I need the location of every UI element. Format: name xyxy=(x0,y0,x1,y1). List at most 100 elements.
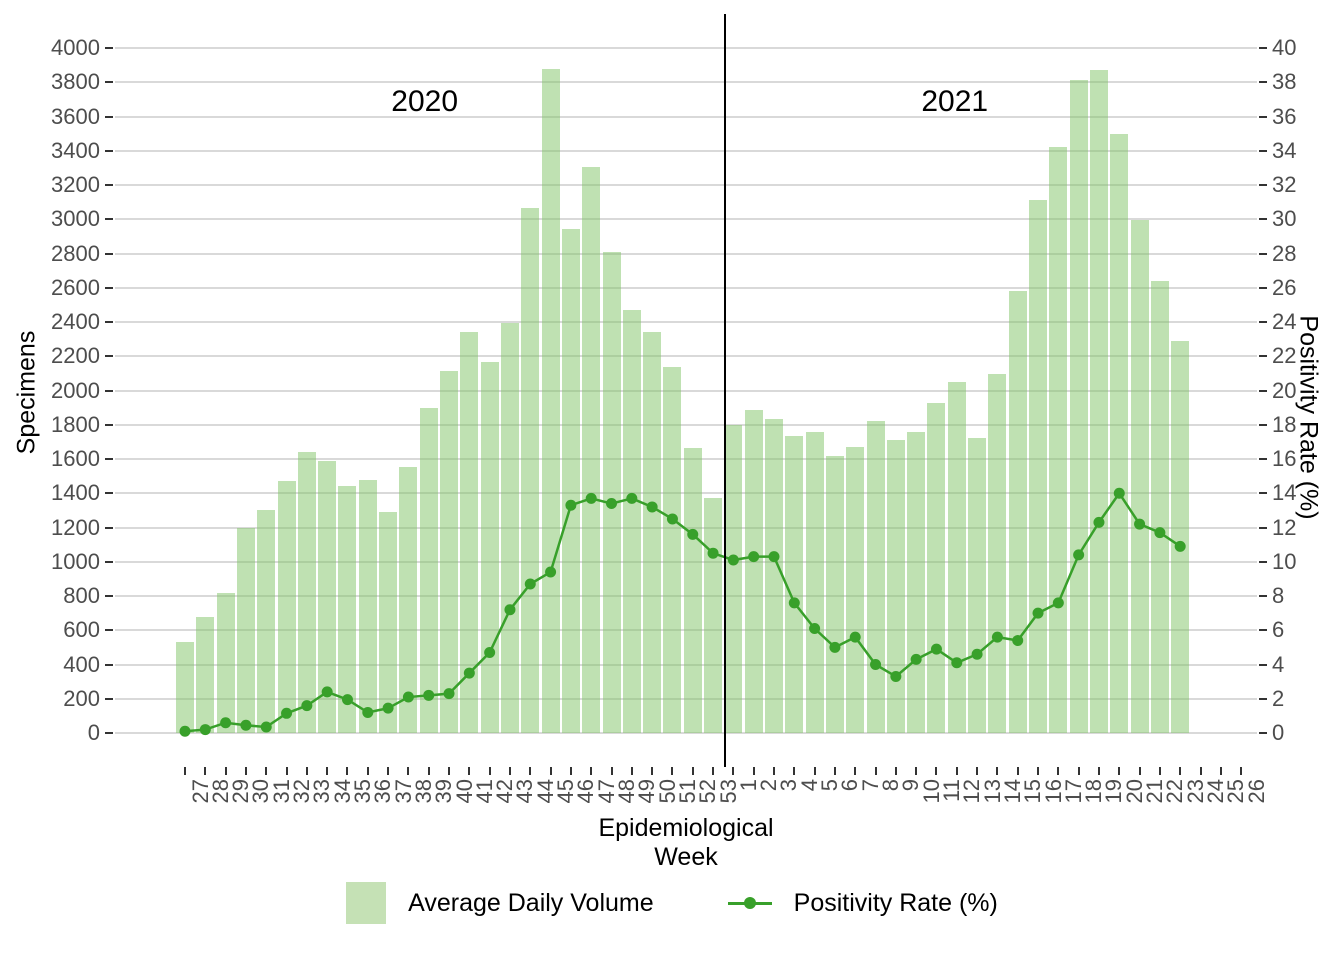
y-axis-tick-right xyxy=(1259,184,1267,186)
y-axis-tick-label-left: 3600 xyxy=(51,103,100,129)
x-axis-tick-label: 25 xyxy=(1223,779,1249,804)
x-axis-tick-label: 23 xyxy=(1182,779,1208,804)
x-axis-tick xyxy=(610,767,613,775)
y-axis-tick-label-left: 1600 xyxy=(51,446,100,471)
y-axis-tick-right xyxy=(1259,492,1267,495)
volume-bar xyxy=(622,310,641,733)
x-axis-tick xyxy=(1037,767,1040,775)
annotation-year-2020: 2020 xyxy=(391,85,459,118)
volume-bar xyxy=(521,208,540,733)
y-axis-tick-left xyxy=(105,492,113,495)
volume-bar xyxy=(724,424,743,733)
volume-bar xyxy=(440,370,459,733)
x-axis-tick xyxy=(752,767,755,775)
y-axis-tick-label-right: 24 xyxy=(1272,309,1297,334)
x-axis-tick-label: 53 xyxy=(715,779,741,804)
y-axis-tick-right xyxy=(1259,286,1267,289)
gridline xyxy=(115,389,1257,392)
annotation-year-2021: 2021 xyxy=(921,85,989,118)
y-axis-tick-left xyxy=(105,595,113,597)
y-axis-tick-left xyxy=(105,321,113,323)
x-axis-tick-label: 45 xyxy=(553,779,579,804)
x-axis-tick xyxy=(184,767,186,775)
x-axis-tick xyxy=(1240,767,1243,775)
volume-bar xyxy=(582,167,601,733)
x-axis-tick-label: 39 xyxy=(431,779,457,804)
y-axis-tick-left xyxy=(105,252,113,255)
y-axis-tick-left xyxy=(105,47,113,49)
gridline xyxy=(115,149,1257,152)
volume-bar xyxy=(196,617,215,733)
x-axis-tick-label: 3 xyxy=(776,779,802,792)
y-axis-tick-label-left: 2800 xyxy=(51,240,100,266)
x-axis-tick xyxy=(590,767,593,775)
x-axis-tick-label: 2 xyxy=(756,779,782,792)
y-axis-tick-label-right: 40 xyxy=(1272,35,1297,60)
x-axis-tick-label: 9 xyxy=(898,779,924,792)
y-axis-tick-left xyxy=(105,184,113,186)
x-axis-tick xyxy=(366,767,369,775)
x-axis-tick xyxy=(651,767,654,775)
x-axis-tick xyxy=(630,767,633,775)
y-axis-tick-left xyxy=(105,115,113,118)
x-axis-tick-label: 15 xyxy=(1020,779,1046,804)
x-axis-tick xyxy=(204,767,207,775)
x-axis-tick xyxy=(671,767,674,775)
y-axis-tick-right xyxy=(1259,629,1267,632)
x-axis-tick xyxy=(1057,767,1060,775)
y-axis-tick-left xyxy=(105,458,113,460)
y-axis-tick-label-right: 6 xyxy=(1272,617,1285,643)
x-axis-tick xyxy=(813,767,816,775)
volume-bar xyxy=(480,362,499,733)
gridline xyxy=(115,252,1257,255)
volume-bar xyxy=(1008,291,1027,733)
x-axis-tick-label: 21 xyxy=(1142,779,1168,804)
y-axis-tick-label-left: 4000 xyxy=(51,35,100,60)
x-axis-tick-label: 11 xyxy=(938,779,964,802)
x-axis-tick xyxy=(1219,767,1222,775)
y-axis-tick-right xyxy=(1259,697,1267,700)
y-axis-tick-label-left: 1400 xyxy=(51,480,100,506)
volume-bar xyxy=(704,497,723,733)
gridline xyxy=(115,732,1257,734)
x-axis-tick xyxy=(569,767,572,775)
volume-bar xyxy=(663,367,682,733)
x-axis-tick xyxy=(915,767,918,775)
y-axis-tick-right xyxy=(1259,355,1267,358)
volume-bar xyxy=(1089,70,1108,733)
y-axis-tick-label-right: 36 xyxy=(1272,103,1297,129)
volume-bar xyxy=(399,466,418,733)
gridline xyxy=(115,218,1257,221)
x-axis-tick-label: 48 xyxy=(614,779,639,804)
x-axis-tick-label: 22 xyxy=(1162,779,1188,804)
y-axis-tick-left xyxy=(105,697,113,700)
x-axis-tick xyxy=(833,767,836,775)
x-axis-tick-label: 36 xyxy=(370,779,396,804)
x-axis-tick xyxy=(285,767,288,775)
x-axis-tick-label: 24 xyxy=(1203,779,1228,804)
x-axis-tick xyxy=(305,767,308,775)
volume-bar xyxy=(460,332,479,733)
x-axis-tick xyxy=(772,767,775,775)
y-axis-tick-label-left: 200 xyxy=(63,685,100,711)
volume-bar xyxy=(297,452,316,733)
x-axis-tick-label: 17 xyxy=(1060,779,1086,804)
y-axis-tick-label-left: 3800 xyxy=(51,69,100,95)
y-axis-tick-left xyxy=(105,526,113,529)
y-axis-tick-label-right: 34 xyxy=(1272,137,1297,163)
x-axis-tick-label: 14 xyxy=(999,779,1025,804)
volume-bar xyxy=(379,512,398,733)
volume-bar xyxy=(927,403,946,733)
x-axis-tick xyxy=(955,767,958,775)
y-axis-tick-label-right: 22 xyxy=(1272,343,1297,369)
y-axis-tick-label-left: 800 xyxy=(63,583,100,608)
x-axis-tick-label: 20 xyxy=(1121,779,1147,804)
x-axis-tick xyxy=(1077,767,1080,775)
x-axis-tick-label: 33 xyxy=(309,779,335,804)
x-axis-tick xyxy=(508,767,511,775)
y-axis-tick-label-left: 2600 xyxy=(51,274,100,300)
legend: Average Daily Volume Positivity Rate (%) xyxy=(0,882,1344,924)
volume-bar xyxy=(886,440,905,733)
volume-bar xyxy=(1150,280,1169,733)
y-axis-tick-left xyxy=(105,629,113,632)
